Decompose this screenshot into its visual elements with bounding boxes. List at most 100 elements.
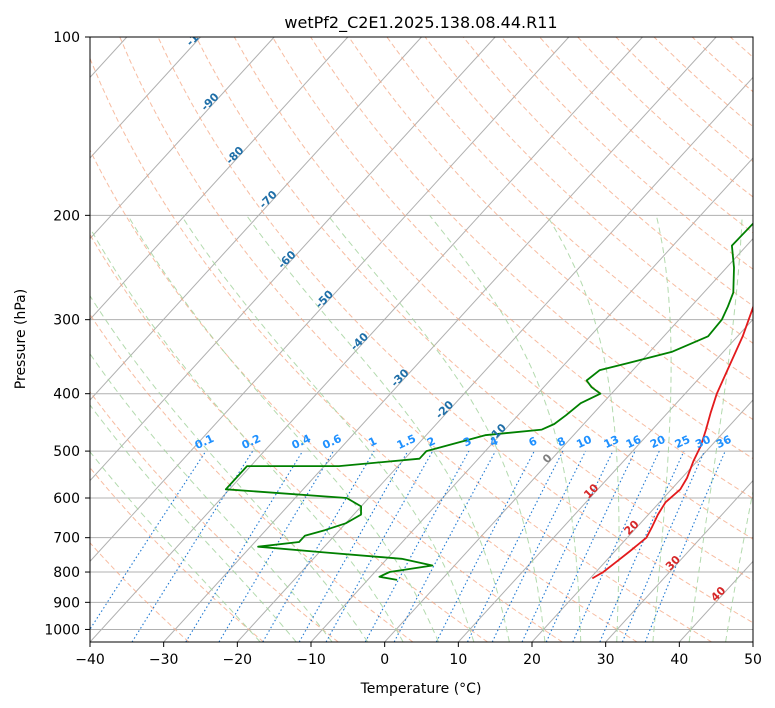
moist-adiabat [246,215,510,642]
y-tick-label: 400 [53,387,80,403]
mixing-ratio-label: 1 [366,434,378,449]
isotherm-line [90,37,422,401]
y-axis-label: Pressure (hPa) [13,289,29,389]
moist-adiabat [90,226,404,642]
mixing-ratio-line [644,450,726,642]
isotherm-line [90,37,496,482]
isotherm-label: -100 [184,20,213,49]
dry-adiabat [90,466,264,642]
mixing-ratio-label: 25 [673,433,692,451]
y-tick-label: 1000 [44,622,80,638]
dry-adiabat [157,37,753,624]
y-tick-label: 500 [53,444,80,460]
mixing-ratio-line [364,450,470,642]
isotherm-label: -50 [313,288,336,311]
mixing-ratio-label: 3 [461,434,473,449]
y-tick-label: 200 [53,208,80,224]
moist-adiabat [90,404,297,642]
mixing-ratio-label: 0.2 [240,432,263,452]
isotherm-label: -20 [433,398,456,421]
x-tick-label: −20 [223,652,253,668]
x-tick-label: 0 [380,652,389,668]
mixing-ratio-label: 1.5 [395,432,418,452]
dry-adiabat [310,37,753,460]
moist-adiabat [429,214,582,642]
mixing-ratio-label: 13 [602,433,621,451]
isotherm-label: 40 [708,584,728,604]
mixing-ratio-line [262,450,375,642]
plot-frame [89,36,754,643]
mixing-ratio-line [467,450,564,642]
mixing-ratio-line [599,450,685,642]
isotherm-line [605,479,753,642]
dry-adiabat [90,391,339,642]
isotherm-line [384,237,753,642]
isotherm-label: -80 [223,144,246,167]
y-tick-label: 100 [53,30,80,46]
mixing-ratio-label: 10 [574,433,594,451]
moist-adiabat [725,488,753,642]
moist-adiabat [546,215,620,642]
isotherm-line [90,37,275,240]
moist-adiabat [180,215,475,642]
y-tick-label: 600 [53,491,80,507]
mixing-ratio-label: 6 [527,434,540,449]
mixing-ratio-label: 8 [555,434,567,449]
isotherm-line [90,37,570,563]
dry-adiabat [90,57,638,642]
chart-title: wetPf2_C2E1.2025.138.08.44.R11 [284,13,557,33]
dewpoint-profile [224,222,753,581]
dry-adiabat [386,37,753,382]
moist-adiabat [688,215,743,642]
dry-adiabat [424,37,753,344]
x-tick-label: −10 [296,652,326,668]
dry-adiabat [653,37,753,128]
isotherm-line [90,37,201,159]
mixing-ratio-line [491,450,587,642]
moist-adiabat [127,215,439,642]
isotherm-label: -70 [257,188,280,211]
isotherm-label: 20 [622,517,642,537]
mixing-ratio-label: 16 [624,433,644,451]
isotherm-label: -60 [275,248,298,271]
mixing-ratio-line [131,450,254,642]
y-tick-label: 800 [53,565,80,581]
mixing-ratio-label: 2 [425,434,437,449]
mixing-ratio-line [325,450,434,642]
dry-adiabat [272,37,753,500]
isotherm-line [457,318,753,642]
dry-adiabat [615,37,753,163]
isotherm-line [236,76,753,642]
mixing-ratio-line [393,450,496,642]
mixing-ratio-label: 20 [648,433,668,451]
x-tick-label: 20 [523,652,541,668]
mixing-ratio-line [218,450,334,642]
mixing-ratio-label: 30 [693,433,713,451]
mixing-ratio-line [185,450,304,642]
x-tick-label: 40 [670,652,688,668]
moist-adiabat [652,215,672,642]
dry-adiabat [119,37,712,642]
plot-area: -100-90-80-70-60-50-40-30-20-10010203040… [90,20,753,642]
dry-adiabat [90,313,414,642]
x-tick-label: 50 [744,652,762,668]
isotherm-line [163,37,717,642]
y-tick-label: 300 [53,313,80,329]
isotherm-line [531,399,753,642]
x-tick-label: −30 [149,652,179,668]
x-tick-label: 10 [449,652,467,668]
mixing-ratio-line [572,450,660,642]
isotherm-line [752,641,753,642]
mixing-ratio-label: 0.4 [290,432,313,452]
mixing-ratio-line [545,450,636,642]
y-tick-label: 700 [53,531,80,547]
moist-adiabat [90,294,369,642]
dry-adiabat [233,37,753,540]
temperature-profile [591,304,753,580]
mixing-ratio-label: 36 [714,433,734,451]
x-tick-label: 30 [597,652,615,668]
dry-adiabat [577,37,753,198]
isotherm-label: -90 [198,90,221,113]
